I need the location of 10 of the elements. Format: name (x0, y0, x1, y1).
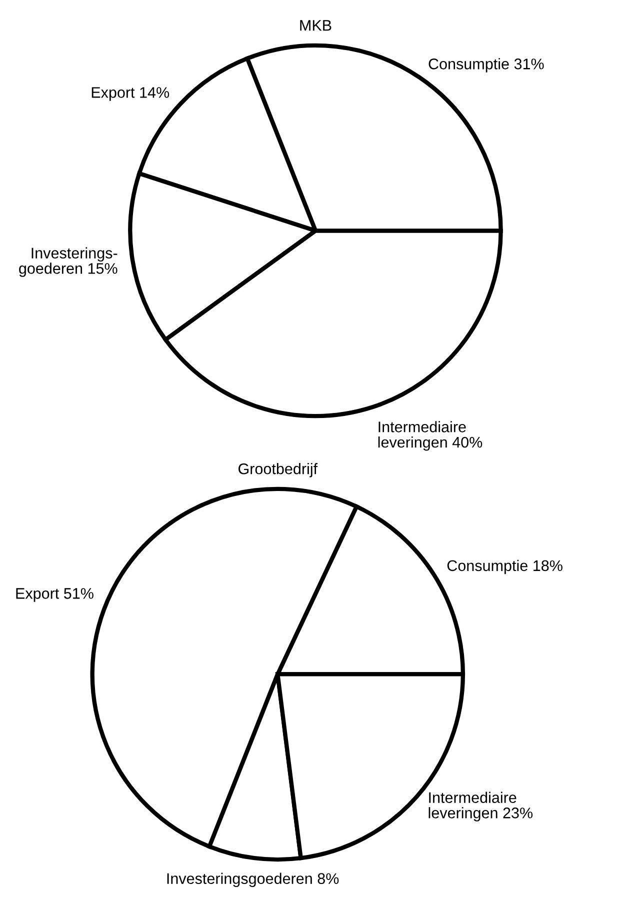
slice-label: Intermediaire leveringen 40% (378, 421, 482, 451)
slice-label: Export 14% (92, 87, 170, 101)
chart-title: MKB (300, 20, 332, 31)
slice-label: Investeringsgoederen 8% (167, 872, 339, 888)
slice-label: Consumptie 18% (447, 560, 562, 574)
chart-title: Grootbedrijf (238, 463, 318, 478)
slice-label: Intermediaire leveringen 23% (428, 792, 533, 822)
slice-label: Investerings- goederen 15% (19, 247, 118, 277)
slice-label: Export 51% (16, 588, 94, 602)
slice-label: Consumptie 31% (428, 58, 544, 72)
